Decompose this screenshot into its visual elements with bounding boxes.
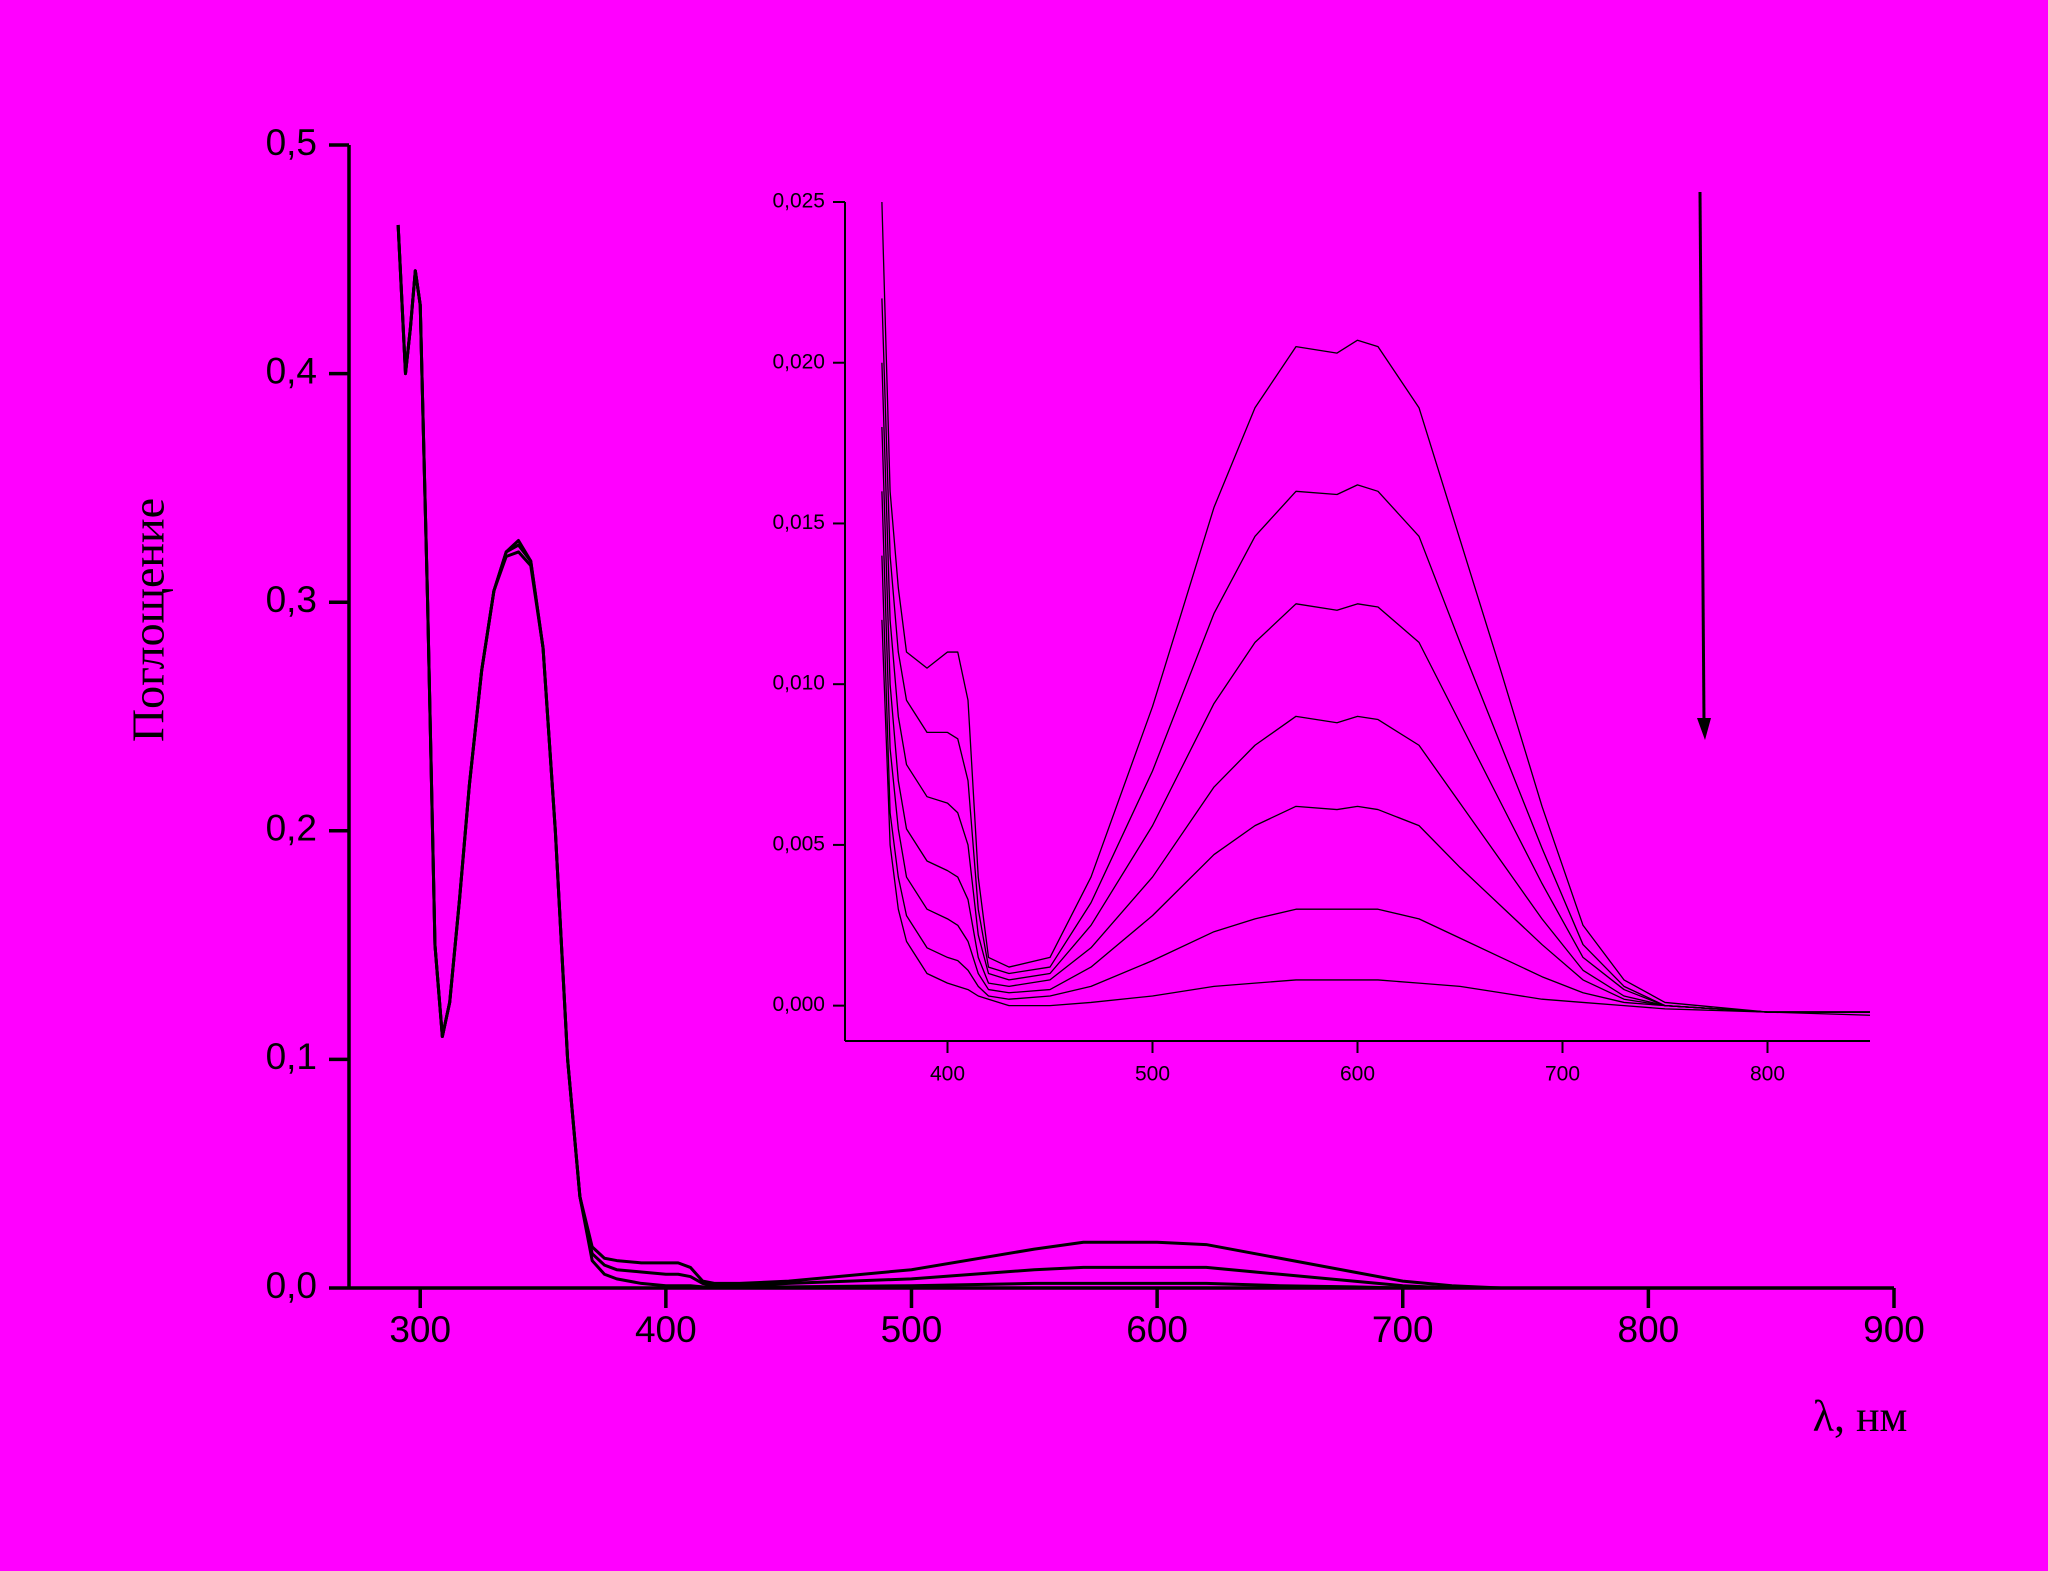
x-tick-label: 500 [881, 1309, 943, 1350]
x-tick-label: 700 [1545, 1063, 1580, 1086]
y-tick-label: 0,0 [266, 1265, 317, 1306]
spectrum-line [881, 201, 1870, 1013]
y-tick-label: 0,010 [772, 672, 825, 695]
y-axis-title: Поглощение [123, 498, 174, 742]
arrow [1698, 191, 1706, 723]
y-tick-label: 0,005 [772, 832, 825, 855]
y-tick-label: 0,025 [772, 190, 825, 213]
y-tick-label: 0,1 [266, 1036, 317, 1077]
x-tick-label: 700 [1372, 1309, 1434, 1350]
y-tick-label: 0,2 [266, 808, 317, 849]
spectrum-line [881, 555, 1870, 1013]
spectrum-line [881, 619, 1870, 1013]
x-tick-label: 900 [1863, 1309, 1925, 1350]
arrow-head [1697, 718, 1711, 740]
x-tick-label: 300 [389, 1309, 451, 1350]
spectrum-line [881, 362, 1871, 1016]
y-tick-label: 0,3 [266, 579, 317, 620]
spectrum-line [881, 426, 1870, 1013]
spectrum-line [396, 224, 1501, 1290]
y-tick-label: 0,000 [772, 993, 825, 1016]
x-tick-label: 600 [1126, 1309, 1188, 1350]
spectrum-line [881, 298, 1870, 1013]
x-tick-label: 500 [1135, 1063, 1170, 1086]
y-tick-label: 0,5 [266, 122, 317, 163]
y-tick-label: 0,4 [266, 350, 317, 391]
x-tick-label: 400 [930, 1063, 965, 1086]
x-tick-label: 600 [1340, 1063, 1375, 1086]
x-tick-label: 800 [1750, 1063, 1785, 1086]
y-tick-label: 0,020 [772, 350, 825, 373]
y-tick-label: 0,015 [772, 511, 825, 534]
x-tick-label: 400 [635, 1309, 697, 1350]
spectrum-line [881, 491, 1870, 1013]
x-tick-label: 800 [1618, 1309, 1680, 1350]
x-axis-title: λ, нм [1813, 1392, 1908, 1441]
